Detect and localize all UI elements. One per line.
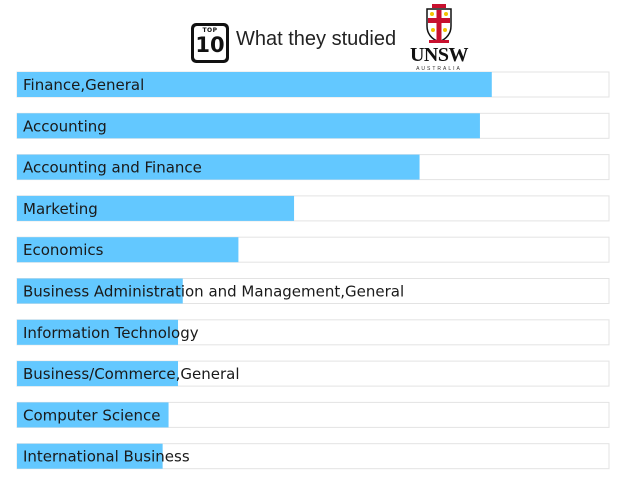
- bar: [17, 278, 183, 304]
- category-label: Computer Science: [23, 406, 160, 424]
- unsw-crest-icon: [426, 4, 452, 43]
- category-label: Business/Commerce,General: [23, 365, 240, 383]
- category-label: Economics: [23, 241, 104, 259]
- bar: [17, 402, 169, 428]
- logo-wordmark: UNSW: [409, 44, 469, 66]
- bar: [17, 154, 420, 180]
- category-label: Finance,General: [23, 76, 144, 94]
- top10-badge-number: 10: [195, 33, 225, 57]
- category-label: Information Technology: [23, 324, 199, 342]
- logo-subtext: AUSTRALIA: [416, 66, 462, 72]
- chart-title: What they studied: [236, 28, 397, 50]
- unsw-logo: UNSW AUSTRALIA: [405, 4, 473, 72]
- top10-badge-icon: TOP 10: [191, 23, 229, 63]
- category-label: Business Administration and Management,G…: [23, 283, 404, 301]
- bar: [17, 113, 480, 139]
- bar: [17, 443, 163, 469]
- bar: [17, 195, 295, 221]
- chart-header: TOP 10 What they studied UNSW AUSTRALIA: [0, 0, 640, 72]
- category-label: International Business: [23, 448, 190, 466]
- category-label: Accounting and Finance: [23, 159, 202, 177]
- top10-badge-small-text: TOP: [202, 27, 218, 34]
- bar: [17, 319, 179, 345]
- bar: [17, 361, 179, 387]
- bar: [17, 237, 239, 263]
- bar: [17, 72, 492, 97]
- category-label: Marketing: [23, 200, 98, 218]
- category-label: Accounting: [23, 117, 107, 135]
